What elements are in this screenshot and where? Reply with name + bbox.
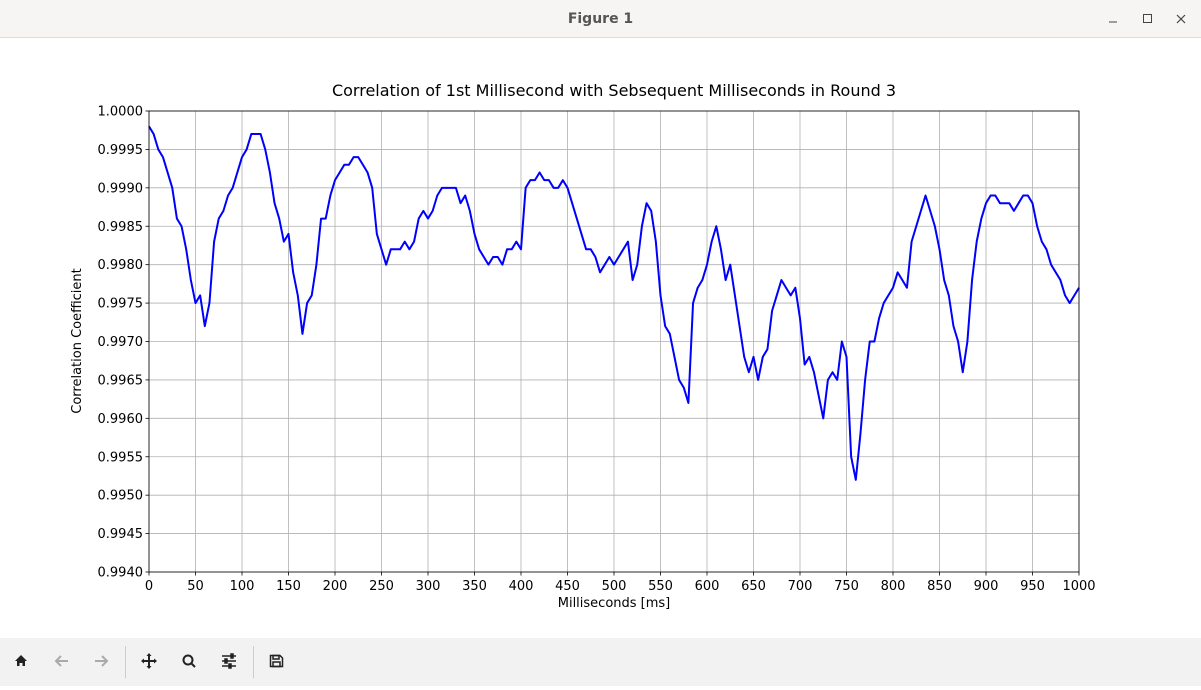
y-tick-label: 0.9960: [98, 412, 144, 427]
x-tick-label: 850: [927, 579, 952, 594]
y-tick-label: 0.9975: [98, 297, 144, 312]
data-line: [148, 125, 1080, 481]
x-tick-label: 800: [881, 579, 906, 594]
toolbar-icons: [15, 646, 284, 678]
x-tick-label: 250: [369, 579, 394, 594]
x-tick-label: 600: [695, 579, 720, 594]
close-button[interactable]: [1176, 14, 1186, 24]
x-tick-label: 950: [1020, 579, 1045, 594]
configure-button[interactable]: [222, 653, 236, 669]
save-button[interactable]: [269, 654, 284, 668]
pan-button[interactable]: [141, 653, 157, 669]
y-tick-label: 0.9945: [98, 527, 144, 542]
figure-canvas: Correlation of 1st Millisecond with Sebs…: [70, 81, 1096, 611]
home-button[interactable]: [15, 655, 27, 666]
x-tick-label: 550: [648, 579, 673, 594]
x-tick-label: 300: [416, 579, 441, 594]
y-axis-label: Correlation Coefficient: [70, 268, 85, 414]
axes-frame: [148, 110, 1080, 573]
forward-button[interactable]: [95, 655, 109, 667]
x-tick-label: 1000: [1062, 579, 1095, 594]
window-title: Figure 1: [567, 11, 634, 27]
y-tick-label: 0.9940: [98, 566, 144, 581]
y-tick-label: 1.0000: [98, 105, 144, 120]
y-tick-label: 0.9955: [98, 450, 144, 465]
y-tick-label: 0.9965: [98, 373, 144, 388]
x-tick-label: 50: [187, 579, 204, 594]
y-tick-label: 0.9985: [98, 220, 144, 235]
x-tick-label: 0: [145, 579, 153, 594]
x-tick-label: 400: [509, 579, 534, 594]
y-tick-label: 0.9950: [98, 489, 144, 504]
x-tick-label: 700: [788, 579, 813, 594]
x-tick-label: 200: [323, 579, 348, 594]
x-tick-label: 750: [834, 579, 859, 594]
y-tick-label: 0.9970: [98, 335, 144, 350]
chart-title: Correlation of 1st Millisecond with Sebs…: [332, 81, 896, 100]
window-controls: [1109, 14, 1186, 24]
zoom-button[interactable]: [182, 654, 196, 668]
x-tick-label: 650: [741, 579, 766, 594]
y-tick-label: 0.9990: [98, 181, 144, 196]
x-axis-label: Milliseconds [ms]: [558, 596, 671, 611]
y-tick-label: 0.9980: [98, 258, 144, 273]
x-tick-label: 500: [602, 579, 627, 594]
maximize-button[interactable]: [1143, 14, 1152, 23]
toolbar: [0, 638, 1201, 686]
title-bar: Figure 1: [0, 0, 1201, 38]
x-tick-label: 100: [230, 579, 255, 594]
y-tick-label: 0.9995: [98, 143, 144, 158]
x-tick-label: 150: [276, 579, 301, 594]
x-tick-label: 450: [555, 579, 580, 594]
back-button[interactable]: [54, 655, 68, 667]
x-tick-label: 350: [462, 579, 487, 594]
x-tick-label: 900: [974, 579, 999, 594]
